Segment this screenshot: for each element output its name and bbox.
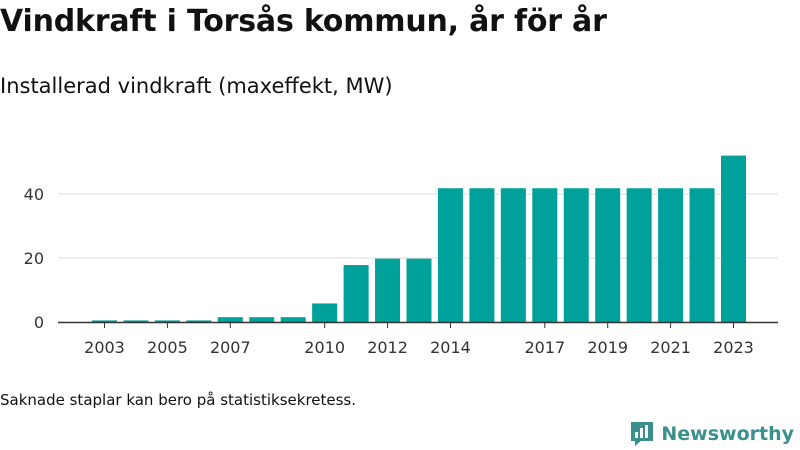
- bar-2005: [154, 320, 180, 322]
- bar-2023: [721, 155, 746, 322]
- x-tick-label: 2019: [587, 338, 628, 357]
- bar-2003: [92, 320, 117, 322]
- brand[interactable]: Newsworthy: [629, 420, 794, 448]
- y-tick-label: 0: [34, 313, 44, 332]
- bar-2009: [280, 317, 306, 322]
- newsworthy-logo-icon: [631, 422, 654, 446]
- bar-2017: [532, 188, 558, 322]
- bar-2006: [186, 320, 212, 322]
- chart-subtitle: Installerad vindkraft (maxeffekt, MW): [0, 74, 393, 98]
- x-tick-label: 2007: [210, 338, 251, 357]
- x-axis-ticks: 2003 2005 2007 2010 2012 2014 2017 2019 2021 2023: [84, 322, 754, 357]
- x-tick-label: 2012: [367, 338, 408, 357]
- footnote: Saknade staplar kan bero på statistiksek…: [0, 391, 357, 409]
- x-tick-label: 2005: [147, 338, 188, 357]
- bar-2007: [217, 317, 243, 322]
- x-tick-label: 2021: [650, 338, 691, 357]
- bar-2020: [626, 188, 652, 322]
- bar-2011: [343, 265, 369, 322]
- bar-2012: [375, 258, 401, 322]
- bar-2019: [595, 188, 621, 322]
- y-axis-ticks: 0 20 40: [24, 185, 44, 332]
- bars: [92, 155, 746, 322]
- bar-2004: [123, 320, 149, 322]
- y-tick-label: 40: [24, 185, 44, 204]
- x-tick-label: 2003: [84, 338, 125, 357]
- x-tick-label: 2017: [524, 338, 565, 357]
- chart-title: Vindkraft i Torsås kommun, år för år: [0, 4, 607, 39]
- y-tick-label: 20: [24, 249, 44, 268]
- x-tick-label: 2023: [713, 338, 754, 357]
- bar-2010: [312, 303, 338, 322]
- bar-2022: [689, 188, 715, 322]
- brand-name: Newsworthy: [661, 423, 794, 445]
- bar-2014: [437, 188, 463, 322]
- bar-2013: [406, 258, 432, 322]
- bar-2008: [249, 317, 275, 322]
- bar-2018: [563, 188, 589, 322]
- bar-2015: [469, 188, 495, 322]
- bar-2016: [500, 188, 526, 322]
- x-tick-label: 2014: [430, 338, 471, 357]
- grid-lines: [58, 193, 778, 259]
- x-tick-label: 2010: [304, 338, 345, 357]
- bar-2021: [658, 188, 684, 322]
